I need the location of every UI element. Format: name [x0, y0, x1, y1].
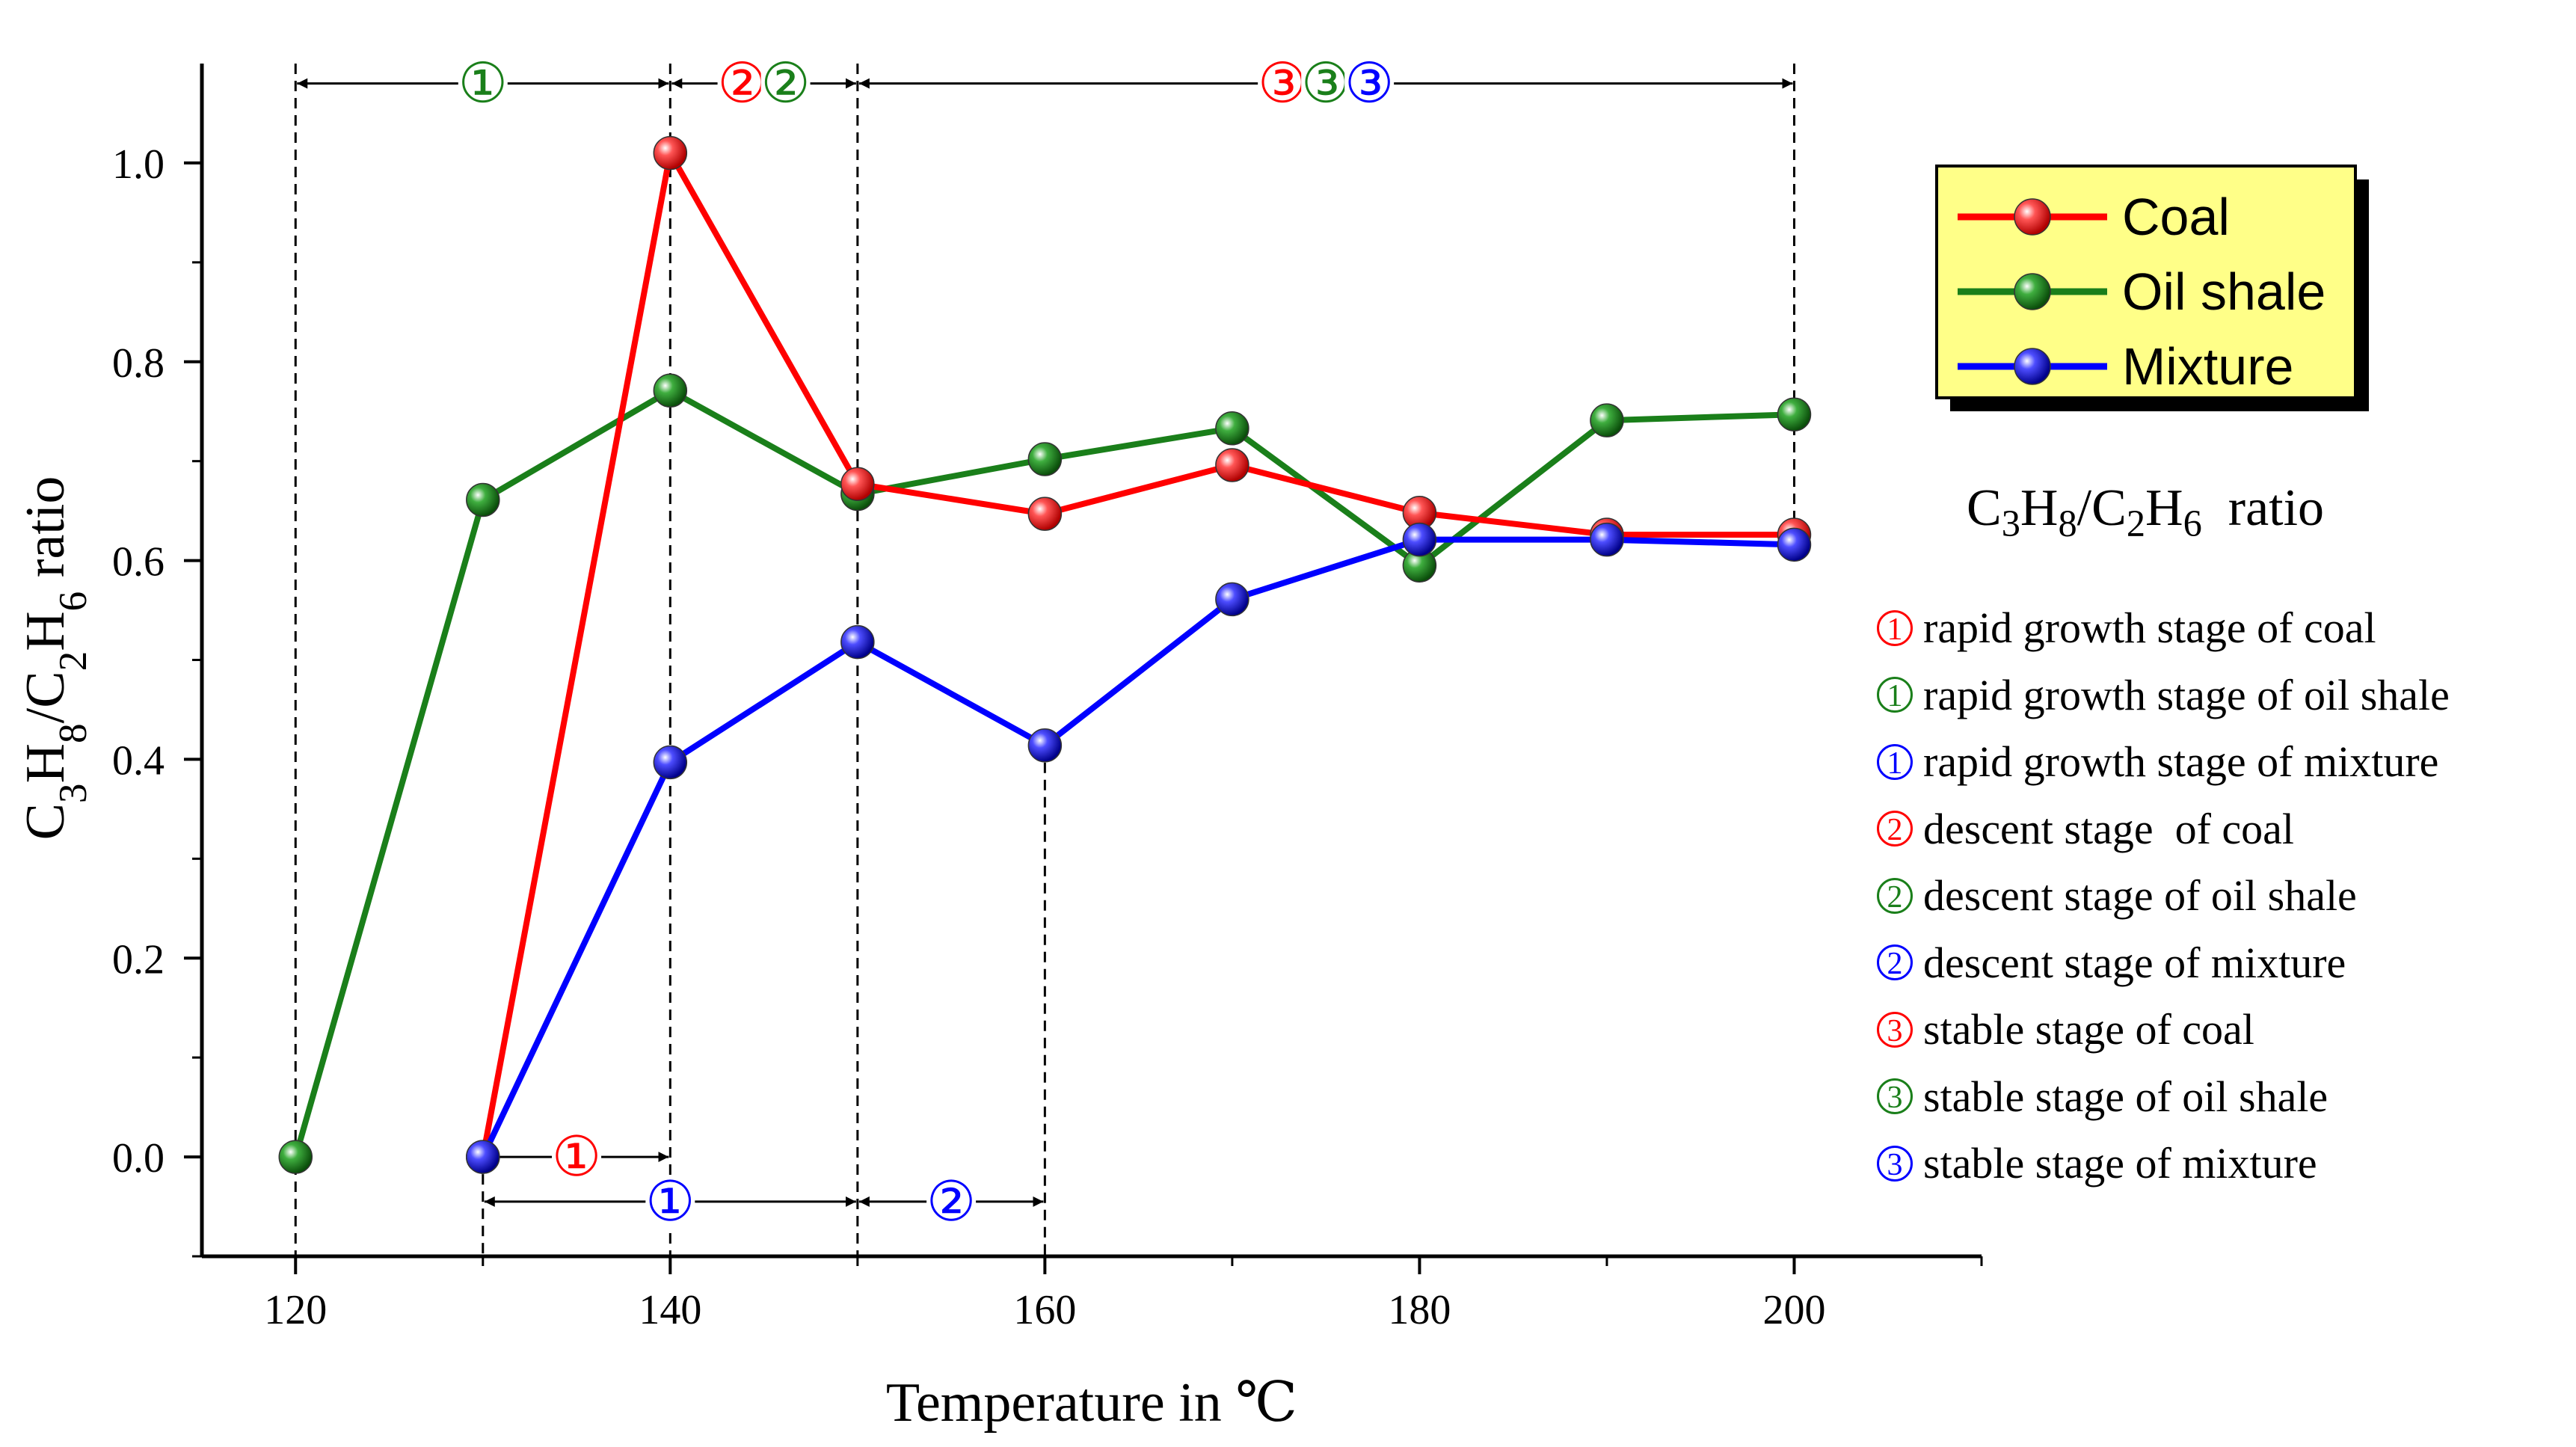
stage-description-item: 1 rapid growth stage of mixture: [1877, 728, 2450, 796]
x-axis-title: Temperature in ℃: [886, 1372, 1297, 1434]
data-point-coal: [1215, 448, 1249, 482]
x-tick-label: 120: [264, 1287, 327, 1333]
legend-label: Oil shale: [2122, 262, 2326, 321]
stage-description-text: rapid growth stage of oil shale: [1923, 670, 2450, 719]
stage-number-badge: 2: [1877, 811, 1913, 847]
y-tick-label: 1.0: [112, 141, 165, 188]
y-tick-label: 0.4: [112, 737, 165, 784]
stage-description-text: rapid growth stage of mixture: [1923, 737, 2439, 786]
data-point-mixture: [1215, 582, 1249, 617]
data-point-oil-shale: [1215, 411, 1249, 446]
stage-label-backdrop: [1258, 58, 1308, 109]
data-point-oil-shale: [466, 482, 500, 517]
stage-span-label: ①: [645, 1172, 695, 1233]
series-line-coal: [479, 150, 1795, 1158]
data-point-oil-shale: [653, 373, 688, 408]
stage-number-badge: 1: [1877, 743, 1913, 781]
stage-description-item: 3 stable stage of mixture: [1877, 1130, 2450, 1197]
legend-label: Coal: [2122, 188, 2230, 246]
stage-description-item: 2 descent stage of coal: [1877, 796, 2450, 863]
x-tick-label: 140: [639, 1287, 701, 1333]
stage-label-backdrop: [645, 1176, 695, 1227]
stage-label-backdrop: [1344, 58, 1395, 109]
legend-marker-sample: [2014, 348, 2051, 385]
stage-number-badge: 1: [1877, 677, 1913, 713]
stage-number-badge: 1: [1877, 609, 1913, 647]
stage-label-backdrop: [458, 58, 508, 109]
stage-description-item: 3 stable stage of coal: [1877, 996, 2450, 1063]
x-tick-label: 200: [1762, 1287, 1825, 1333]
legend-marker-sample: [2014, 198, 2051, 236]
stage-span-label: ①: [458, 54, 508, 115]
legend-label: Mixture: [2122, 337, 2293, 396]
x-tick-label: 160: [1013, 1287, 1076, 1333]
stage-span-label: ①: [552, 1127, 601, 1188]
data-point-oil-shale: [1027, 442, 1063, 476]
stage-description-item: 2 descent stage of oil shale: [1877, 862, 2450, 930]
stage-span-label: ②: [760, 54, 810, 115]
data-point-mixture: [1777, 527, 1812, 562]
y-tick-label: 0.8: [112, 340, 165, 387]
stage-description-item: 1 rapid growth stage of coal: [1877, 595, 2450, 662]
stage-number-badge: 2: [1877, 877, 1913, 915]
stage-span-label: ②: [717, 54, 766, 115]
data-point-oil-shale: [278, 1140, 313, 1174]
x-tick-label: 180: [1388, 1287, 1451, 1333]
stage-number-badge: 3: [1877, 1145, 1913, 1182]
stage-description-text: descent stage of oil shale: [1923, 871, 2357, 920]
stage-label-backdrop: [1301, 58, 1351, 109]
stage-label-backdrop: [926, 1176, 977, 1227]
stage-number-badge: 3: [1877, 1011, 1913, 1048]
stage-description-text: stable stage of oil shale: [1923, 1072, 2328, 1121]
stage-description-text: stable stage of coal: [1923, 1005, 2254, 1054]
stage-number-badge: 2: [1877, 944, 1913, 981]
stage-span-label: ③: [1258, 54, 1307, 115]
y-axis-title: C3H8/C2H6 ratio: [15, 476, 95, 841]
stage-description-list: 1 rapid growth stage of coal 1 rapid growth…: [1877, 595, 2450, 1197]
y-tick-label: 0.0: [112, 1135, 165, 1182]
stage-number-badge: 3: [1877, 1078, 1913, 1115]
y-tick-label: 0.2: [112, 936, 165, 983]
data-point-mixture: [1027, 728, 1063, 763]
stage-span-label: ②: [926, 1172, 976, 1233]
legend-box: [1935, 165, 2357, 399]
legend-marker-sample: [2014, 273, 2051, 310]
stage-description-text: stable stage of mixture: [1923, 1139, 2317, 1188]
data-point-coal: [653, 135, 688, 170]
stage-span-label: ③: [1301, 54, 1350, 115]
data-point-coal: [840, 467, 875, 501]
data-point-mixture: [1590, 522, 1624, 557]
stage-span-label: ③: [1344, 54, 1394, 115]
data-point-mixture: [466, 1140, 500, 1174]
series-line-mixture: [480, 536, 1795, 1158]
stage-description-item: 1 rapid growth stage of oil shale: [1877, 662, 2450, 729]
legend-subtitle: C3H8/C2H6 ratio: [1967, 479, 2325, 544]
stage-label-backdrop: [717, 58, 767, 109]
stage-description-text: descent stage of mixture: [1923, 938, 2346, 987]
data-point-mixture: [653, 745, 688, 780]
data-point-oil-shale: [1777, 397, 1812, 431]
stage-description-text: descent stage of coal: [1923, 804, 2295, 853]
data-point-mixture: [840, 624, 875, 660]
data-point-oil-shale: [1590, 403, 1624, 437]
y-tick-label: 0.6: [112, 539, 165, 586]
stage-label-backdrop: [552, 1131, 602, 1183]
stage-description-text: rapid growth stage of coal: [1923, 603, 2376, 652]
data-point-mixture: [1402, 522, 1437, 557]
stage-description-item: 3 stable stage of oil shale: [1877, 1063, 2450, 1131]
data-point-coal: [1027, 497, 1063, 531]
stage-label-backdrop: [760, 58, 811, 109]
stage-description-item: 2 descent stage of mixture: [1877, 930, 2450, 997]
